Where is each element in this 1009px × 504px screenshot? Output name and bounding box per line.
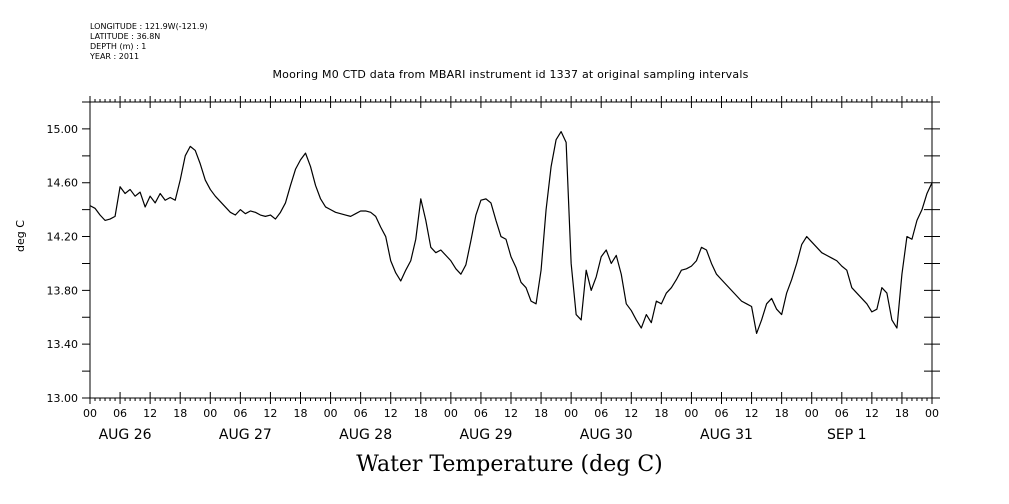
year-text: YEAR : 2011 bbox=[90, 52, 140, 61]
x-hour-label: 00 bbox=[203, 407, 217, 420]
x-hour-label: 00 bbox=[564, 407, 578, 420]
x-hour-label: 06 bbox=[113, 407, 127, 420]
chart-subtitle: Mooring M0 CTD data from MBARI instrumen… bbox=[0, 68, 1009, 81]
x-hour-label: 18 bbox=[654, 407, 668, 420]
x-hour-label: 12 bbox=[263, 407, 277, 420]
x-hour-label: 18 bbox=[173, 407, 187, 420]
plot-frame bbox=[89, 101, 933, 399]
y-tick-label: 14.20 bbox=[47, 231, 79, 244]
x-hour-label: 12 bbox=[504, 407, 518, 420]
x-hour-label: 06 bbox=[354, 407, 368, 420]
y-tick-label: 14.60 bbox=[47, 177, 79, 190]
x-hour-label: 06 bbox=[715, 407, 729, 420]
x-hour-label: 06 bbox=[474, 407, 488, 420]
x-hour-label: 18 bbox=[414, 407, 428, 420]
y-tick-label: 13.80 bbox=[47, 284, 79, 297]
x-day-label: AUG 29 bbox=[459, 427, 512, 443]
x-hour-label: 06 bbox=[594, 407, 608, 420]
temperature-series-line bbox=[89, 131, 933, 335]
x-day-label: AUG 27 bbox=[219, 427, 272, 443]
x-day-label: AUG 28 bbox=[339, 427, 392, 443]
x-hour-label: 12 bbox=[384, 407, 398, 420]
metadata-block: LONGITUDE : 121.9W(-121.9) LATITUDE : 36… bbox=[90, 22, 208, 62]
x-hour-label: 06 bbox=[233, 407, 247, 420]
y-tick-label: 13.40 bbox=[47, 338, 79, 351]
x-hour-label: 00 bbox=[83, 407, 97, 420]
y-tick-label: 15.00 bbox=[47, 123, 79, 136]
x-hour-label: 00 bbox=[444, 407, 458, 420]
chart-title: Water Temperature (deg C) bbox=[0, 452, 1009, 477]
x-hour-label: 18 bbox=[775, 407, 789, 420]
x-hour-label: 18 bbox=[895, 407, 909, 420]
x-day-label: AUG 26 bbox=[99, 427, 152, 443]
x-axis-ticks bbox=[89, 96, 933, 404]
longitude-text: LONGITUDE : 121.9W(-121.9) bbox=[90, 22, 208, 31]
depth-text: DEPTH (m) : 1 bbox=[90, 42, 147, 51]
x-hour-label: 00 bbox=[805, 407, 819, 420]
x-hour-label: 12 bbox=[865, 407, 879, 420]
y-tick-label: 13.00 bbox=[47, 392, 79, 405]
latitude-text: LATITUDE : 36.8N bbox=[90, 32, 161, 41]
x-hour-label: 00 bbox=[925, 407, 939, 420]
x-day-label: AUG 30 bbox=[580, 427, 633, 443]
y-axis-ticks bbox=[82, 101, 940, 399]
chart-title-text: Water Temperature (deg C) bbox=[356, 452, 663, 477]
x-hour-label: 12 bbox=[143, 407, 157, 420]
x-hour-label: 18 bbox=[294, 407, 308, 420]
x-hour-label: 06 bbox=[835, 407, 849, 420]
chart-subtitle-text: Mooring M0 CTD data from MBARI instrumen… bbox=[272, 68, 749, 81]
x-hour-label: 18 bbox=[534, 407, 548, 420]
x-day-label: SEP 1 bbox=[827, 427, 867, 443]
x-hour-label: 12 bbox=[745, 407, 759, 420]
x-hour-label: 00 bbox=[684, 407, 698, 420]
x-day-label: AUG 31 bbox=[700, 427, 753, 443]
x-hour-label: 00 bbox=[324, 407, 338, 420]
x-hour-label: 12 bbox=[624, 407, 638, 420]
